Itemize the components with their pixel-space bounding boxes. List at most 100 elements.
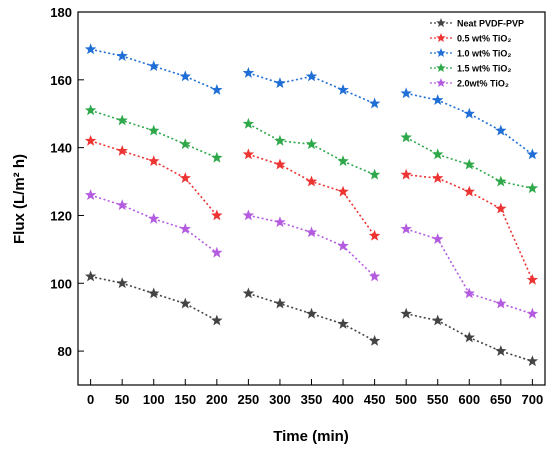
- x-tick-label: 300: [269, 392, 291, 407]
- data-point: [526, 273, 539, 285]
- series-line: [405, 228, 533, 315]
- data-point: [242, 287, 255, 299]
- data-point: [84, 134, 97, 146]
- data-point: [463, 331, 475, 343]
- series-1: [84, 270, 539, 367]
- data-point: [242, 67, 255, 78]
- x-tick-label: 350: [301, 392, 323, 407]
- data-point: [400, 87, 412, 99]
- data-point: [432, 94, 444, 106]
- x-tick-label: 100: [143, 392, 165, 407]
- series-line: [406, 173, 534, 281]
- data-point: [116, 277, 128, 289]
- y-tick-label: 100: [50, 276, 72, 291]
- y-tick-label: 160: [50, 73, 72, 88]
- legend-marker: [436, 63, 446, 73]
- legend-marker: [436, 18, 446, 28]
- data-point: [368, 229, 381, 241]
- x-tick-label: 700: [522, 392, 544, 407]
- legend-marker: [436, 48, 446, 58]
- data-point: [337, 83, 349, 95]
- data-point: [242, 148, 255, 160]
- data-point: [432, 314, 444, 326]
- legend-marker: [436, 78, 446, 88]
- x-axis-title: Time (min): [273, 428, 349, 445]
- x-tick-label: 150: [174, 392, 196, 407]
- data-point: [84, 43, 97, 55]
- y-axis-title: Flux (L/m² h): [11, 154, 28, 244]
- data-point: [84, 104, 97, 116]
- data-point: [148, 124, 160, 136]
- data-point: [305, 70, 318, 82]
- x-tick-label: 250: [238, 392, 260, 407]
- legend-item: 0.5 wt% TiO₂: [430, 33, 511, 44]
- data-point: [211, 83, 223, 95]
- data-point: [400, 131, 412, 143]
- data-point: [368, 168, 381, 180]
- data-point: [400, 168, 412, 180]
- data-point: [148, 212, 160, 224]
- data-point: [84, 270, 97, 282]
- data-point: [274, 134, 286, 146]
- data-point: [274, 297, 286, 309]
- series-line: [248, 214, 376, 278]
- series-line: [405, 92, 533, 156]
- data-point: [463, 185, 475, 197]
- data-point: [148, 60, 160, 72]
- data-point: [305, 175, 318, 187]
- data-point: [463, 287, 475, 299]
- x-tick-label: 200: [206, 392, 228, 407]
- data-point: [463, 107, 475, 119]
- data-point: [305, 307, 318, 319]
- data-point: [432, 233, 444, 245]
- data-point: [526, 307, 539, 319]
- data-point: [274, 77, 286, 89]
- x-tick-label: 0: [87, 392, 94, 407]
- data-point: [368, 334, 381, 346]
- series-line: [90, 48, 218, 91]
- legend-item: 1.5 wt% TiO₂: [430, 63, 511, 74]
- legend-label: 0.5 wt% TiO₂: [457, 34, 511, 44]
- series-line: [248, 292, 375, 342]
- legend-marker: [436, 33, 446, 43]
- legend-item: 1.0 wt% TiO₂: [430, 48, 511, 59]
- x-tick-labels: 0 50 100 150 200 250 300 350 400 450 500 550 600 650 7…: [87, 392, 543, 407]
- legend-label: Neat PVDF-PVP: [457, 19, 524, 29]
- series-5: [84, 189, 539, 319]
- data-point: [116, 199, 128, 211]
- x-tick-label: 650: [490, 392, 512, 407]
- legend-item: Neat PVDF-PVP: [430, 18, 524, 29]
- data-point: [495, 297, 507, 309]
- data-point: [400, 307, 412, 319]
- legend-label: 2.0wt% TiO₂: [457, 79, 509, 89]
- data-point: [305, 226, 318, 238]
- data-point: [179, 138, 191, 150]
- data-point: [337, 317, 349, 329]
- data-point: [368, 97, 381, 109]
- x-tick-label: 500: [395, 392, 417, 407]
- legend-item: 2.0wt% TiO₂: [430, 78, 509, 89]
- data-point: [463, 158, 475, 170]
- data-point: [432, 148, 444, 160]
- data-point: [495, 124, 507, 136]
- data-point: [211, 151, 223, 163]
- data-point: [148, 155, 160, 167]
- x-tick-label: 550: [427, 392, 449, 407]
- data-point: [211, 314, 223, 326]
- legend: Neat PVDF-PVP 0.5 wt% TiO₂ 1.0 wt% TiO₂ 1.5…: [430, 18, 524, 89]
- data-point: [368, 270, 381, 282]
- data-point: [495, 202, 507, 214]
- data-point: [116, 50, 128, 61]
- data-point: [179, 297, 191, 309]
- series-line: [90, 109, 218, 159]
- data-point: [337, 155, 349, 167]
- y-tick-label: 180: [50, 5, 72, 20]
- data-point: [526, 182, 539, 194]
- y-tick-label: 120: [50, 208, 72, 223]
- series-line: [90, 275, 218, 322]
- legend-label: 1.5 wt% TiO₂: [457, 64, 511, 74]
- series-3: [84, 43, 539, 160]
- data-point: [337, 239, 349, 251]
- data-point: [337, 185, 349, 197]
